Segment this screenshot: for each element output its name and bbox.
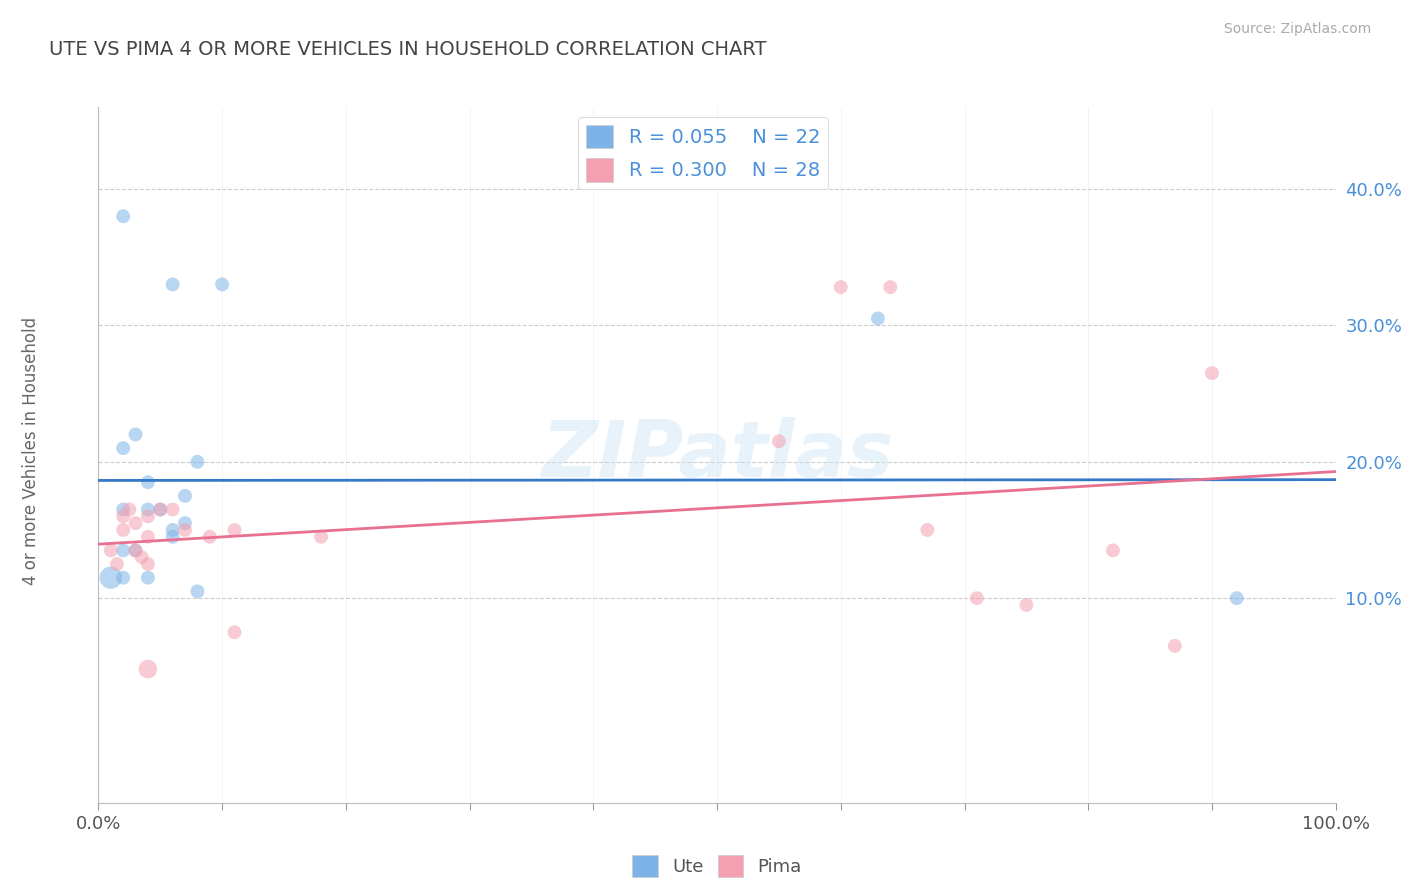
Point <box>136 509 159 524</box>
Point <box>224 625 246 640</box>
Point <box>136 475 159 490</box>
Point <box>136 502 159 516</box>
Point <box>136 571 159 585</box>
Point <box>136 530 159 544</box>
Point <box>112 502 135 516</box>
Point <box>124 516 146 530</box>
Point <box>211 277 233 292</box>
Point <box>105 557 128 571</box>
Point <box>100 571 122 585</box>
Point <box>100 543 122 558</box>
Point <box>309 530 332 544</box>
Text: Source: ZipAtlas.com: Source: ZipAtlas.com <box>1223 22 1371 37</box>
Point <box>830 280 852 294</box>
Point <box>162 277 184 292</box>
Point <box>917 523 939 537</box>
Point <box>112 523 135 537</box>
Point <box>112 209 135 223</box>
Point <box>1015 598 1038 612</box>
Point <box>224 523 246 537</box>
Point <box>136 662 159 676</box>
Text: ZIPatlas: ZIPatlas <box>541 417 893 493</box>
Point <box>1164 639 1187 653</box>
Point <box>768 434 790 449</box>
Point <box>162 523 184 537</box>
Point <box>174 516 197 530</box>
Point <box>131 550 153 565</box>
Point <box>112 571 135 585</box>
Point <box>866 311 889 326</box>
Point <box>1102 543 1125 558</box>
Point <box>162 502 184 516</box>
Point <box>174 523 197 537</box>
Legend: Ute, Pima: Ute, Pima <box>626 847 808 884</box>
Point <box>112 543 135 558</box>
Point <box>162 530 184 544</box>
Point <box>198 530 221 544</box>
Point <box>186 455 208 469</box>
Point <box>136 557 159 571</box>
Text: 4 or more Vehicles in Household: 4 or more Vehicles in Household <box>22 317 39 584</box>
Point <box>118 502 141 516</box>
Point <box>124 543 146 558</box>
Point <box>112 441 135 455</box>
Point <box>966 591 988 606</box>
Point <box>124 427 146 442</box>
Point <box>124 543 146 558</box>
Point <box>149 502 172 516</box>
Point <box>186 584 208 599</box>
Point <box>149 502 172 516</box>
Point <box>1226 591 1249 606</box>
Point <box>1201 366 1223 380</box>
Text: UTE VS PIMA 4 OR MORE VEHICLES IN HOUSEHOLD CORRELATION CHART: UTE VS PIMA 4 OR MORE VEHICLES IN HOUSEH… <box>49 40 766 59</box>
Point <box>174 489 197 503</box>
Point <box>112 509 135 524</box>
Point <box>879 280 901 294</box>
